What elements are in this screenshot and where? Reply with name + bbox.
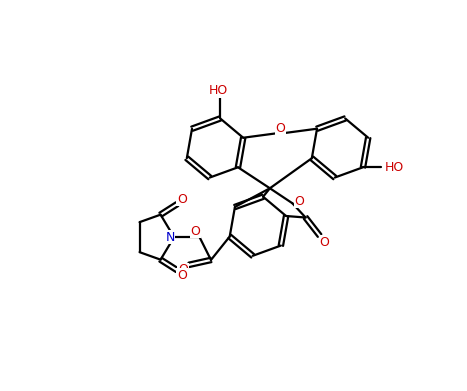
Text: HO: HO (384, 161, 403, 174)
Text: O: O (178, 264, 188, 276)
Text: O: O (275, 122, 285, 135)
Text: O: O (191, 225, 200, 238)
Text: O: O (177, 269, 187, 282)
Text: O: O (319, 236, 330, 249)
Text: N: N (165, 231, 175, 244)
Text: O: O (295, 195, 304, 208)
Text: O: O (177, 193, 187, 206)
Text: HO: HO (209, 84, 228, 97)
